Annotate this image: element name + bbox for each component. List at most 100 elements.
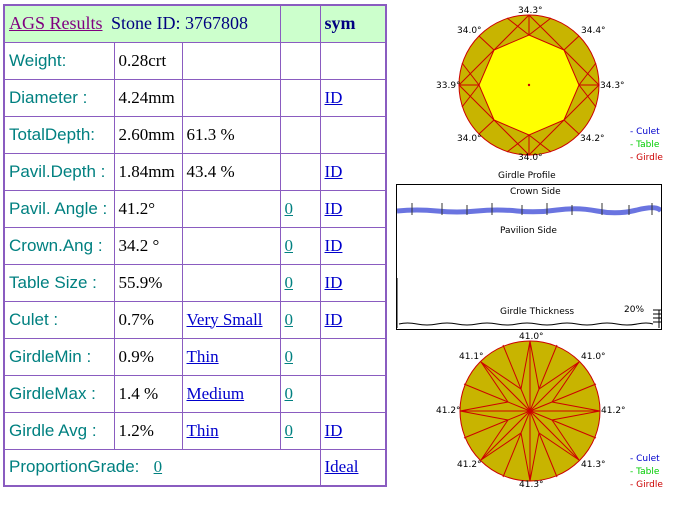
grade-link[interactable]: 0: [284, 420, 294, 440]
id-link[interactable]: ID: [324, 235, 343, 255]
girdle-profile-line: [397, 203, 661, 216]
grade-link[interactable]: 0: [284, 198, 294, 218]
footer-row: ProportionGrade: 0 Ideal: [3, 448, 387, 487]
row-value: 0.28crt: [113, 41, 183, 80]
row-value: 0.7%: [113, 300, 183, 339]
row-sym: ID: [319, 263, 387, 302]
pavilion-legend: - Culet - Table - Girdle: [630, 453, 663, 492]
legend-girdle: - Girdle: [630, 153, 663, 163]
row-value: 41.2°: [113, 189, 183, 228]
culet-dot: [527, 83, 531, 87]
row-label: Culet :: [3, 300, 115, 339]
row-value: 55.9%: [113, 263, 183, 302]
row-value2: [181, 189, 281, 228]
row-value2: Very Small: [181, 300, 281, 339]
table-row: GirdleMin : 0.9% Thin 0: [3, 337, 387, 376]
grade-link[interactable]: 0: [284, 346, 294, 366]
id-link[interactable]: ID: [324, 272, 343, 292]
proportion-grade-label: ProportionGrade:: [9, 457, 140, 477]
row-label: Pavil.Depth :: [3, 152, 115, 191]
row-sym: ID: [319, 226, 387, 265]
row-value: 1.4 %: [113, 374, 183, 413]
row-sym: [319, 115, 387, 154]
girdle-max-link[interactable]: Medium: [186, 383, 245, 403]
row-value2: 43.4 %: [181, 152, 281, 191]
stone-id: Stone ID: 3767808: [111, 13, 249, 34]
girdle-profile-caption: Girdle Profile: [498, 171, 556, 181]
id-link[interactable]: ID: [324, 420, 343, 440]
girdle-profile-box: [396, 184, 662, 330]
row-sym: ID: [319, 152, 387, 191]
results-table: AGS Results Stone ID: 3767808 sym Weight…: [3, 4, 387, 487]
id-link[interactable]: ID: [324, 87, 343, 107]
row-value3: [279, 152, 321, 191]
legend-table-2: - Table: [630, 467, 660, 477]
legend-girdle-2: - Girdle: [630, 480, 663, 490]
proportion-grade-value[interactable]: 0: [153, 457, 163, 477]
row-sym: [319, 337, 387, 376]
grade-link[interactable]: 0: [284, 272, 294, 292]
row-value: 4.24mm: [113, 78, 183, 117]
table-row: Pavil.Depth : 1.84mm 43.4 % ID: [3, 152, 387, 191]
pavilion-diagram: [459, 340, 601, 482]
row-value3: [279, 78, 321, 117]
row-value2: Medium: [181, 374, 281, 413]
row-label: GirdleMin :: [3, 337, 115, 376]
pavilion-side-label: Pavilion Side: [500, 226, 557, 236]
grade-link[interactable]: 0: [284, 235, 294, 255]
table-row: Weight: 0.28crt: [3, 41, 387, 80]
row-value2: [181, 78, 281, 117]
row-value2: [181, 263, 281, 302]
row-value2: Thin: [181, 411, 281, 450]
pavilion-angle-right: 41.2°: [601, 406, 626, 416]
row-label: Crown.Ang :: [3, 226, 115, 265]
sym-label: sym: [324, 13, 356, 34]
legend-culet-2: - Culet: [630, 454, 660, 464]
proportion-grade-cell: ProportionGrade: 0: [3, 448, 321, 487]
pavilion-angle-bottom-left: 41.2°: [457, 460, 482, 470]
row-sym: ID: [319, 189, 387, 228]
row-value3: [279, 41, 321, 80]
row-sym: [319, 374, 387, 413]
ideal-link[interactable]: Ideal: [324, 457, 359, 477]
grade-link[interactable]: 0: [284, 383, 294, 403]
row-value: 1.84mm: [113, 152, 183, 191]
pavilion-angle-left: 41.2°: [436, 406, 461, 416]
row-label: TotalDepth:: [3, 115, 115, 154]
ags-results-link[interactable]: AGS Results: [9, 13, 103, 34]
id-link[interactable]: ID: [324, 161, 343, 181]
crown-angle-bottom-right: 34.2°: [580, 134, 605, 144]
table-row: Pavil. Angle : 41.2° 0 ID: [3, 189, 387, 228]
table-row: TotalDepth: 2.60mm 61.3 %: [3, 115, 387, 154]
row-value3: [279, 115, 321, 154]
row-value: 0.9%: [113, 337, 183, 376]
grade-link[interactable]: 0: [284, 309, 294, 329]
row-value3: 0: [279, 337, 321, 376]
table-row: Table Size : 55.9% 0 ID: [3, 263, 387, 302]
girdle-avg-link[interactable]: Thin: [186, 420, 219, 440]
row-value2: Thin: [181, 337, 281, 376]
table-row: Crown.Ang : 34.2 ° 0 ID: [3, 226, 387, 265]
culet-size-link[interactable]: Very Small: [186, 309, 263, 329]
row-sym: ID: [319, 411, 387, 450]
id-link[interactable]: ID: [324, 309, 343, 329]
header-cell: AGS Results Stone ID: 3767808: [3, 4, 281, 43]
crown-facet-lines: [458, 14, 600, 156]
row-sym: ID: [319, 300, 387, 339]
table-row: Diameter : 4.24mm ID: [3, 78, 387, 117]
row-value3: 0: [279, 374, 321, 413]
row-value: 1.2%: [113, 411, 183, 450]
row-value2: [181, 41, 281, 80]
row-label: Girdle Avg :: [3, 411, 115, 450]
row-value: 2.60mm: [113, 115, 183, 154]
row-sym: [319, 41, 387, 80]
row-value3: 0: [279, 226, 321, 265]
row-label: Pavil. Angle :: [3, 189, 115, 228]
row-sym: ID: [319, 78, 387, 117]
pavilion-angle-top-right: 41.0°: [581, 352, 606, 362]
row-value3: 0: [279, 263, 321, 302]
table-row: GirdleMax : 1.4 % Medium 0: [3, 374, 387, 413]
id-link[interactable]: ID: [324, 198, 343, 218]
girdle-min-link[interactable]: Thin: [186, 346, 219, 366]
row-value3: 0: [279, 300, 321, 339]
